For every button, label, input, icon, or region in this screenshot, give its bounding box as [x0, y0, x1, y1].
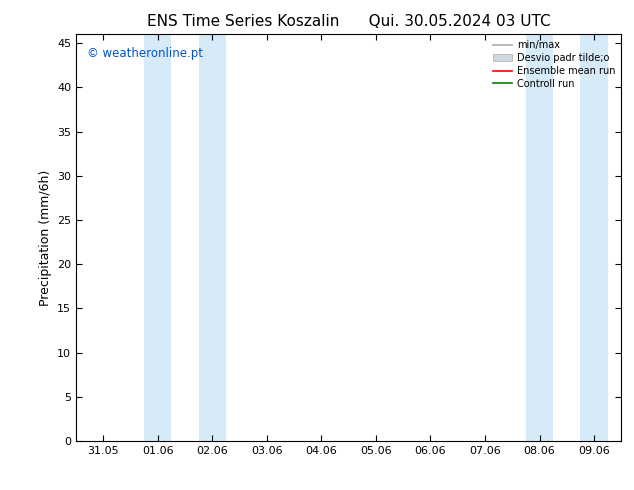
Bar: [526, 34, 553, 441]
Bar: [144, 34, 171, 441]
Text: © weatheronline.pt: © weatheronline.pt: [87, 47, 203, 59]
Legend: min/max, Desvio padr tilde;o, Ensemble mean run, Controll run: min/max, Desvio padr tilde;o, Ensemble m…: [489, 36, 619, 93]
Bar: [580, 34, 607, 441]
Title: ENS Time Series Koszalin      Qui. 30.05.2024 03 UTC: ENS Time Series Koszalin Qui. 30.05.2024…: [147, 14, 550, 29]
Bar: [198, 34, 226, 441]
Y-axis label: Precipitation (mm/6h): Precipitation (mm/6h): [39, 170, 51, 306]
